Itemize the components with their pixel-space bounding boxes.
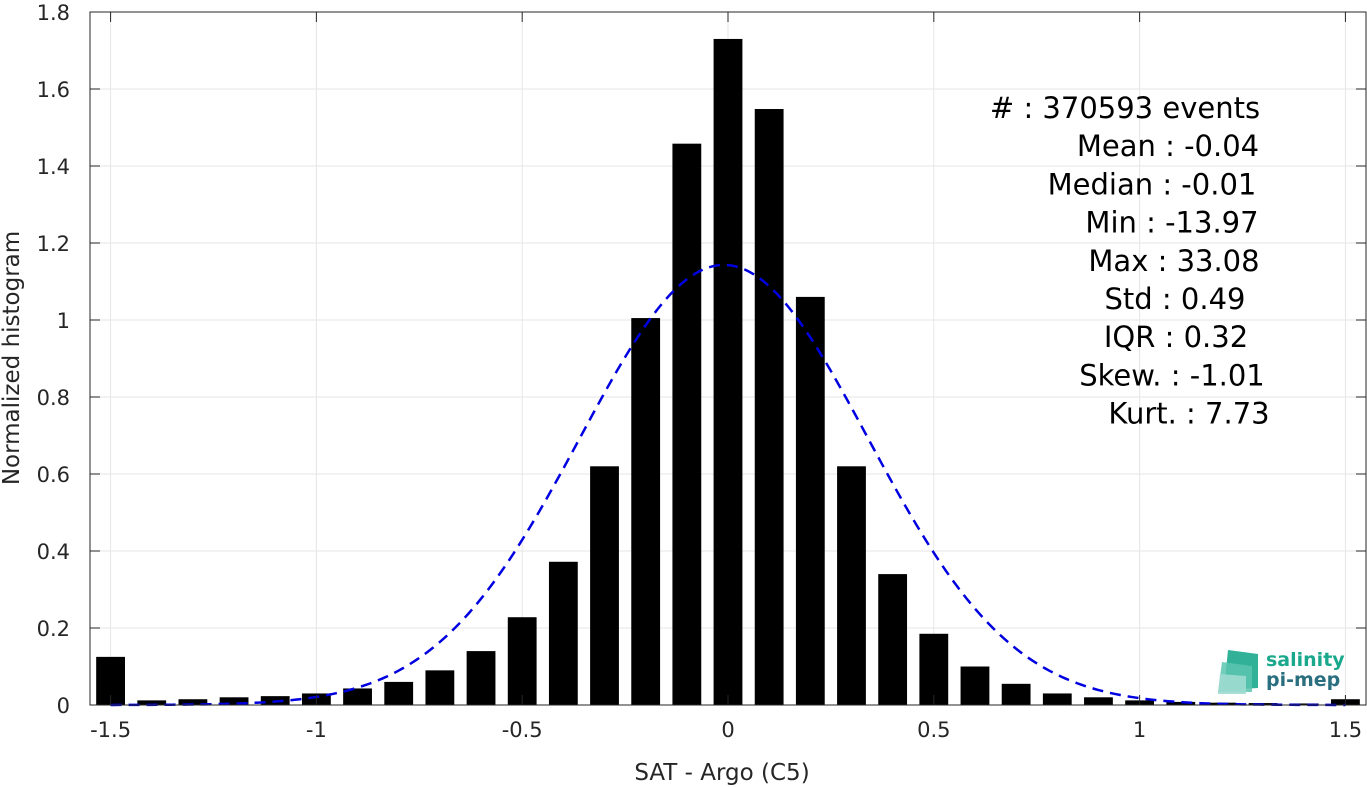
histogram-bar [1001, 683, 1031, 705]
stats-line: Mean : -0.04 [1077, 129, 1259, 163]
stats-line: Min : -13.97 [1085, 206, 1258, 240]
histogram-bar [919, 633, 949, 705]
y-tick-label: 0.6 [37, 463, 70, 487]
x-tick-label: 1 [1133, 718, 1146, 742]
histogram-bar [1042, 693, 1072, 705]
histogram-bar [425, 670, 455, 705]
histogram-bars [96, 38, 1360, 706]
x-axis-ticks: -1.5 -1 -0.5 0 0.5 1 1.5 [90, 12, 1362, 742]
stats-line: # : 370593 events [990, 91, 1260, 125]
stats-line: IQR : 0.32 [1104, 320, 1248, 354]
stats-line: Median : -0.01 [1048, 167, 1257, 201]
x-tick-label: -1.5 [90, 718, 131, 742]
histogram-bar [672, 143, 702, 706]
y-tick-label: 1.6 [37, 78, 70, 102]
histogram-bar [1166, 701, 1196, 705]
histogram-bar [837, 466, 866, 705]
salinity-pi-mep-logo: salinity pi-mep [1218, 649, 1345, 694]
statistics-annotation: # : 370593 events Mean : -0.04 Median : -0… [990, 91, 1270, 431]
y-tick-label: 1.8 [37, 1, 70, 25]
x-tick-label: 0 [721, 718, 734, 742]
stats-line: Std : 0.49 [1105, 282, 1246, 316]
y-tick-label: 0.2 [37, 617, 70, 641]
histogram-bar [1084, 697, 1113, 705]
histogram-bar [960, 666, 990, 705]
histogram-bar [590, 466, 619, 705]
y-tick-label: 1 [57, 309, 70, 333]
y-tick-label: 0.4 [37, 540, 70, 564]
histogram-bar [343, 688, 372, 705]
histogram-bar [219, 697, 249, 705]
y-axis-label: Normalized histogram [0, 231, 25, 485]
histogram-bar [507, 617, 537, 705]
stats-line: Skew. : -1.01 [1079, 358, 1265, 392]
histogram-bar [137, 700, 167, 705]
histogram-bar [466, 651, 496, 705]
y-tick-label: 0 [57, 694, 70, 718]
x-tick-label: 0.5 [917, 718, 950, 742]
x-tick-label: 1.5 [1329, 718, 1362, 742]
stats-line: Kurt. : 7.73 [1108, 397, 1269, 431]
histogram-bar [795, 296, 825, 705]
y-tick-label: 1.2 [37, 232, 70, 256]
histogram-bar [1289, 703, 1319, 705]
y-tick-label: 1.4 [37, 155, 70, 179]
logo-text-pi-mep: pi-mep [1266, 669, 1340, 691]
histogram-bar [384, 681, 414, 705]
logo-text-salinity: salinity [1266, 649, 1345, 671]
stats-line: Max : 33.08 [1088, 244, 1259, 278]
histogram-bar [878, 574, 908, 705]
y-tick-label: 0.8 [37, 386, 70, 410]
x-tick-label: -0.5 [502, 718, 543, 742]
histogram-bar [754, 109, 784, 705]
logo-mark-icon [1218, 650, 1258, 694]
x-axis-label: SAT - Argo (C5) [634, 760, 809, 786]
y-axis-ticks: 0 0.2 0.4 0.6 0.8 1 1.2 1.4 1.6 1.8 [37, 1, 1366, 718]
histogram-bar [713, 38, 743, 705]
histogram-bar [178, 699, 208, 705]
x-tick-label: -1 [306, 718, 327, 742]
histogram-bar [631, 318, 661, 705]
histogram-bar [548, 561, 578, 705]
